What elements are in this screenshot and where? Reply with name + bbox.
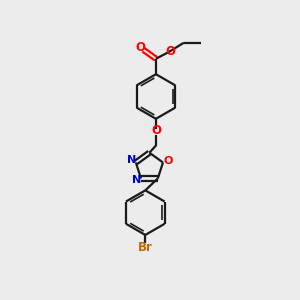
Text: O: O — [163, 156, 172, 166]
Text: N: N — [132, 175, 141, 185]
Text: O: O — [151, 124, 161, 137]
Text: O: O — [166, 45, 176, 58]
Text: N: N — [127, 155, 136, 165]
Text: Br: Br — [138, 241, 153, 254]
Text: O: O — [136, 41, 146, 54]
